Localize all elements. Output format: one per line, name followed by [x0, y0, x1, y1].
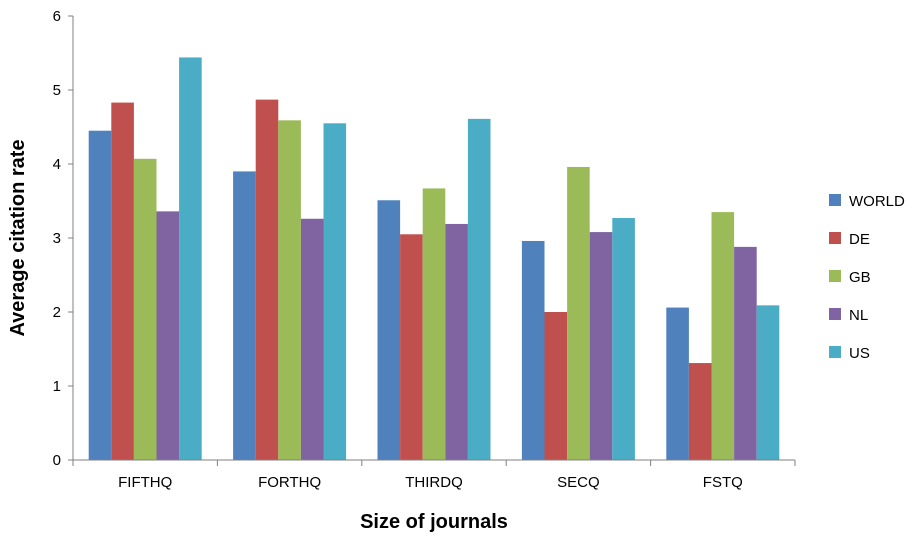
- bar-de-thirdq: [400, 234, 423, 460]
- bar-us-fifthq: [179, 57, 202, 460]
- legend-label-nl: NL: [849, 307, 868, 324]
- bar-gb-forthq: [278, 120, 301, 460]
- x-tick-label: SECQ: [557, 474, 600, 491]
- legend-label-de: DE: [849, 231, 870, 248]
- axes: [72, 16, 795, 461]
- x-axis-title: Size of journals: [360, 511, 508, 533]
- bar-us-forthq: [323, 123, 347, 461]
- bar-de-fstq: [688, 363, 712, 460]
- legend-swatch-de: [829, 232, 841, 244]
- bar-nl-fifthq: [156, 211, 180, 460]
- y-tick-label: 0: [53, 452, 61, 469]
- x-tick-label: FORTHQ: [258, 474, 321, 491]
- x-axis-ticks: FIFTHQ FORTHQ THIRDQ SECQ FSTQ: [72, 460, 796, 491]
- y-tick-label: 2: [53, 304, 61, 321]
- bar-gb-fstq: [711, 212, 735, 460]
- bar-nl-secq: [589, 232, 613, 460]
- legend-swatch-nl: [829, 308, 841, 320]
- y-tick-label: 1: [53, 378, 61, 395]
- x-tick-label: FIFTHQ: [118, 474, 172, 491]
- y-tick-label: 5: [53, 82, 61, 99]
- legend: WORLD DE GB NL US: [829, 193, 905, 362]
- bar-gb-thirdq: [422, 188, 446, 461]
- bars: [88, 57, 780, 461]
- bar-world-forthq: [233, 171, 256, 460]
- y-axis-title: Average citation rate: [7, 139, 29, 336]
- bar-world-thirdq: [377, 200, 401, 460]
- y-tick-label: 6: [53, 8, 61, 25]
- legend-label-world: WORLD: [849, 193, 905, 210]
- bar-nl-fstq: [734, 246, 757, 460]
- legend-swatch-us: [829, 346, 841, 358]
- bar-world-secq: [521, 240, 545, 460]
- legend-swatch-gb: [829, 270, 841, 282]
- bar-world-fifthq: [88, 130, 112, 460]
- y-tick-label: 4: [53, 156, 61, 173]
- bar-world-fstq: [666, 307, 689, 460]
- bar-de-fifthq: [111, 102, 134, 460]
- bar-nl-forthq: [300, 218, 324, 460]
- bar-de-forthq: [255, 99, 279, 461]
- x-tick-label: THIRDQ: [405, 474, 463, 491]
- bar-de-secq: [544, 312, 568, 460]
- bar-us-fstq: [756, 305, 780, 460]
- legend-label-us: US: [849, 345, 870, 362]
- bar-gb-secq: [567, 166, 590, 460]
- y-tick-label: 3: [53, 230, 61, 247]
- legend-label-gb: GB: [849, 269, 871, 286]
- bar-gb-fifthq: [133, 158, 157, 460]
- y-axis-ticks: 0 1 2 3 4 5 6: [53, 8, 73, 469]
- x-tick-label: FSTQ: [703, 474, 743, 491]
- bar-nl-thirdq: [445, 223, 468, 460]
- bar-us-secq: [612, 218, 635, 460]
- legend-swatch-world: [829, 194, 841, 206]
- bar-us-thirdq: [467, 118, 491, 461]
